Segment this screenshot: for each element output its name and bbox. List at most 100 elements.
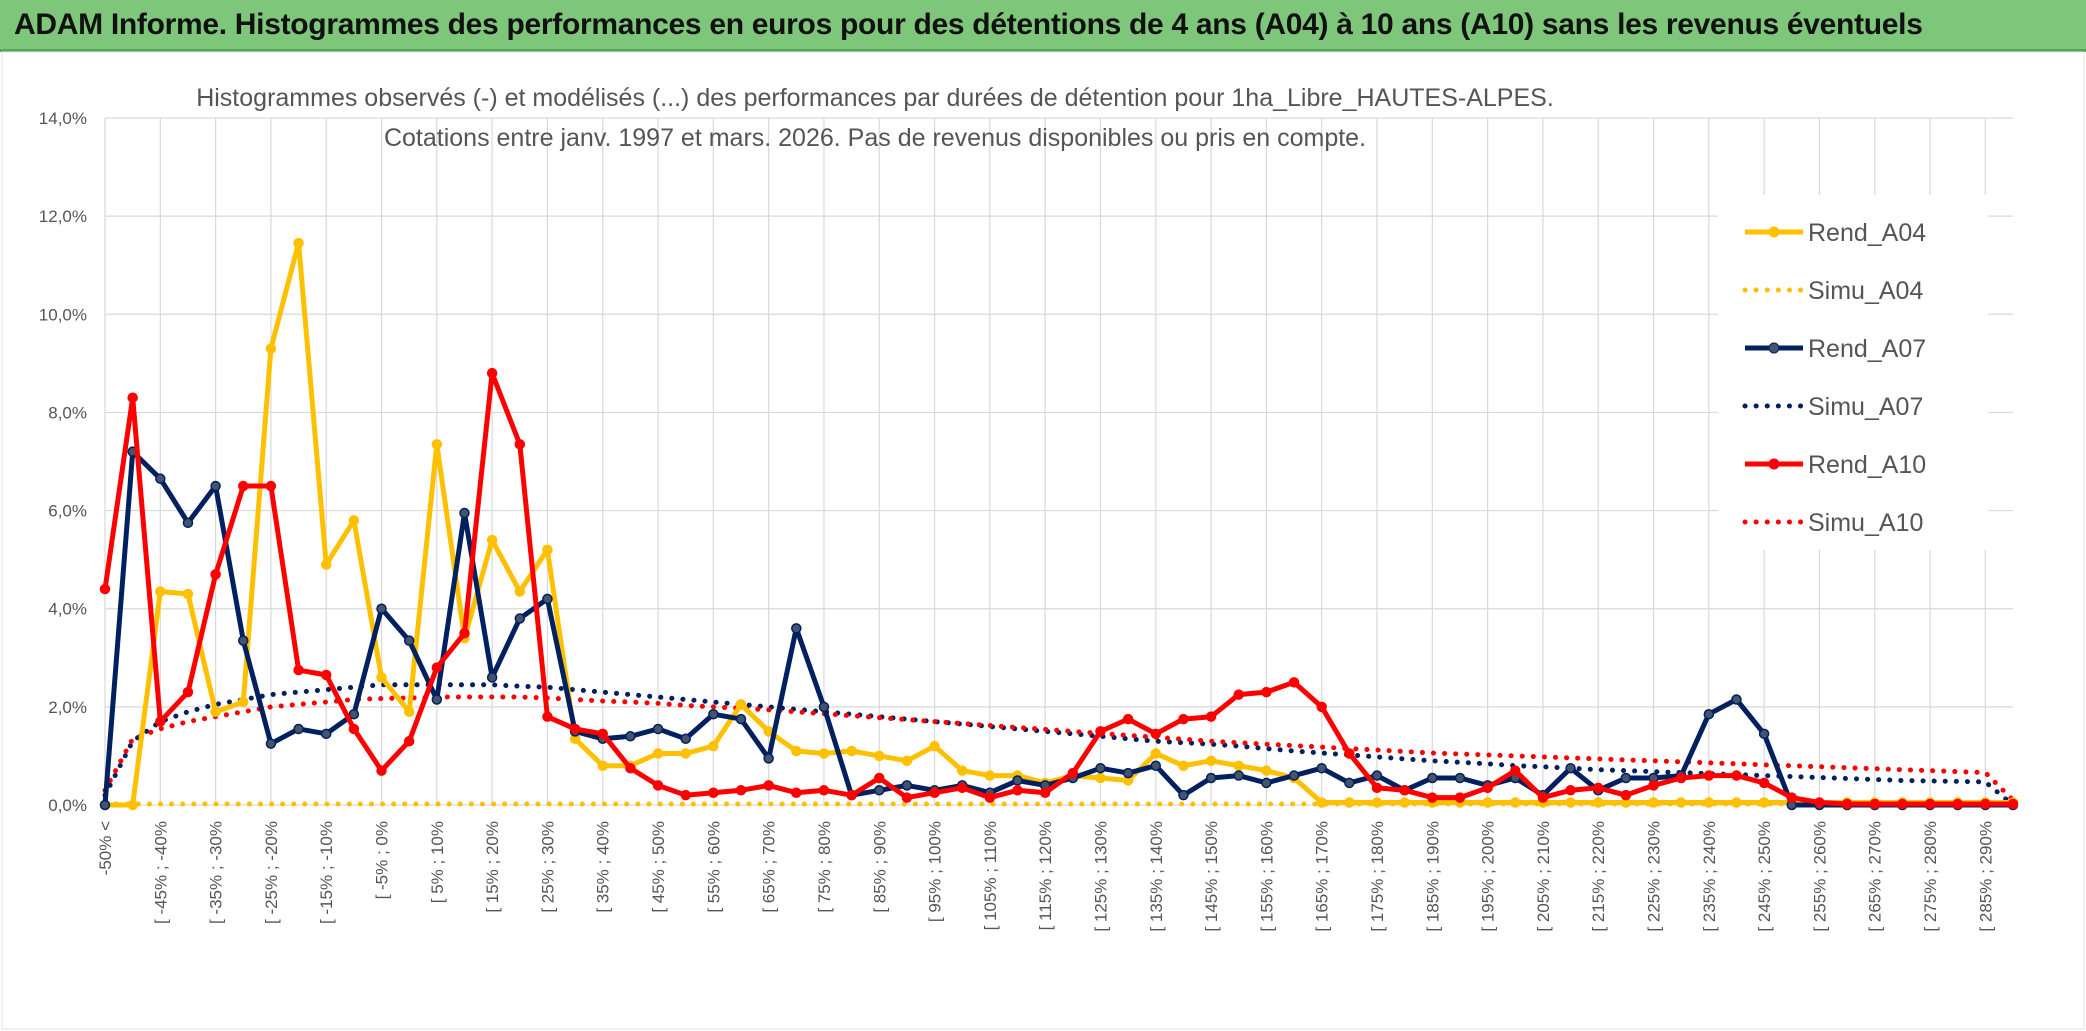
legend-marker bbox=[1768, 342, 1780, 354]
series-line bbox=[102, 370, 2013, 807]
x-tick-label: [ 65% ; 70% bbox=[760, 821, 779, 913]
x-tick-label: [ 105% ; 110% bbox=[981, 821, 1000, 930]
data-point bbox=[791, 787, 802, 798]
data-point bbox=[210, 480, 221, 492]
data-point bbox=[210, 569, 221, 580]
data-point bbox=[1261, 777, 1272, 789]
x-tick-label: [ 155% ; 160% bbox=[1257, 821, 1276, 932]
data-point bbox=[431, 694, 443, 705]
legend-label: Simu_A07 bbox=[1808, 393, 1923, 421]
data-point bbox=[984, 792, 996, 803]
legend-item: Simu_A07 bbox=[1742, 393, 1923, 421]
data-point bbox=[1316, 701, 1327, 713]
data-point bbox=[597, 760, 608, 771]
data-point bbox=[431, 439, 443, 450]
data-point bbox=[542, 593, 553, 605]
data-point bbox=[431, 662, 443, 673]
data-point bbox=[155, 586, 166, 597]
data-point bbox=[735, 713, 747, 725]
data-point bbox=[1675, 797, 1687, 808]
data-point bbox=[956, 782, 968, 794]
data-point bbox=[1648, 797, 1659, 808]
x-tick-label: [ 145% ; 150% bbox=[1202, 821, 1221, 932]
data-point bbox=[1980, 798, 1991, 810]
data-point bbox=[929, 740, 940, 752]
data-point bbox=[846, 789, 857, 801]
x-tick-label: [ 175% ; 180% bbox=[1368, 821, 1387, 932]
x-tick-label: [ 85% ; 90% bbox=[870, 821, 889, 913]
x-tick-label: -50% < bbox=[96, 821, 115, 875]
data-point bbox=[320, 728, 332, 740]
data-point bbox=[1703, 708, 1715, 720]
data-point bbox=[1205, 772, 1217, 784]
data-point bbox=[348, 515, 360, 526]
series-simu-a07 bbox=[102, 682, 2016, 808]
legend-label: Rend_A10 bbox=[1808, 451, 1926, 479]
data-point bbox=[984, 770, 996, 781]
data-point bbox=[1841, 798, 1853, 810]
x-tick-label: [ 165% ; 170% bbox=[1313, 821, 1332, 932]
x-tick-label: [ -5% ; 0% bbox=[373, 821, 392, 899]
data-point bbox=[569, 723, 581, 735]
legend-item: Rend_A04 bbox=[1745, 219, 1926, 247]
data-point bbox=[1620, 772, 1632, 784]
data-point bbox=[1427, 792, 1438, 803]
data-point bbox=[1924, 798, 1936, 810]
chart-title-line2: Cotations entre janv. 1997 et mars. 2026… bbox=[384, 124, 1366, 152]
data-point bbox=[818, 785, 830, 796]
data-point bbox=[1897, 798, 1908, 810]
data-point bbox=[1095, 772, 1106, 784]
data-point bbox=[1178, 789, 1189, 801]
legend-item: Rend_A10 bbox=[1745, 451, 1926, 479]
data-point bbox=[459, 507, 470, 519]
legend-label: Simu_A10 bbox=[1808, 509, 1923, 537]
data-point bbox=[2007, 798, 2019, 810]
x-tick-label: [ 235% ; 240% bbox=[1700, 821, 1719, 932]
x-tick-label: [ 215% ; 220% bbox=[1589, 821, 1608, 932]
data-point bbox=[293, 237, 304, 249]
data-point bbox=[1592, 782, 1604, 794]
data-point bbox=[1039, 787, 1051, 798]
data-point bbox=[1620, 789, 1632, 801]
y-tick-label: 12,0% bbox=[39, 207, 87, 226]
data-point bbox=[791, 623, 802, 634]
data-point bbox=[1205, 755, 1217, 767]
x-tick-label: [ -35% ; -30% bbox=[207, 821, 226, 924]
data-point bbox=[874, 772, 885, 784]
data-point bbox=[1261, 765, 1272, 776]
data-point bbox=[1150, 760, 1162, 771]
data-point bbox=[680, 789, 691, 801]
data-point bbox=[99, 799, 111, 811]
data-point bbox=[1012, 775, 1023, 786]
data-point bbox=[846, 745, 857, 757]
x-tick-label: [ 245% ; 250% bbox=[1755, 821, 1774, 932]
data-point bbox=[1537, 792, 1549, 803]
data-point bbox=[293, 723, 304, 735]
data-point bbox=[1261, 686, 1272, 698]
data-point bbox=[1399, 797, 1410, 808]
data-point bbox=[680, 748, 691, 759]
data-point bbox=[210, 706, 221, 718]
data-point bbox=[514, 586, 526, 597]
y-tick-label: 0,0% bbox=[48, 796, 87, 815]
data-point bbox=[1371, 770, 1383, 781]
data-point bbox=[929, 787, 940, 798]
data-point bbox=[127, 392, 138, 403]
legend-label: Simu_A04 bbox=[1808, 277, 1923, 305]
data-point bbox=[1233, 689, 1244, 700]
x-tick-label: [ 205% ; 210% bbox=[1534, 821, 1553, 932]
y-tick-label: 14,0% bbox=[39, 109, 87, 128]
data-point bbox=[1288, 677, 1300, 688]
y-tick-label: 6,0% bbox=[48, 502, 87, 521]
data-point bbox=[1565, 762, 1576, 774]
data-point bbox=[265, 738, 277, 749]
data-point bbox=[1067, 767, 1079, 779]
x-tick-label: [ 185% ; 190% bbox=[1423, 821, 1442, 932]
data-point bbox=[320, 669, 332, 681]
data-point bbox=[1399, 785, 1410, 796]
data-point bbox=[182, 588, 194, 600]
data-point bbox=[1233, 770, 1244, 781]
data-point bbox=[1316, 797, 1327, 808]
data-point bbox=[1454, 772, 1466, 784]
data-point bbox=[874, 750, 885, 762]
